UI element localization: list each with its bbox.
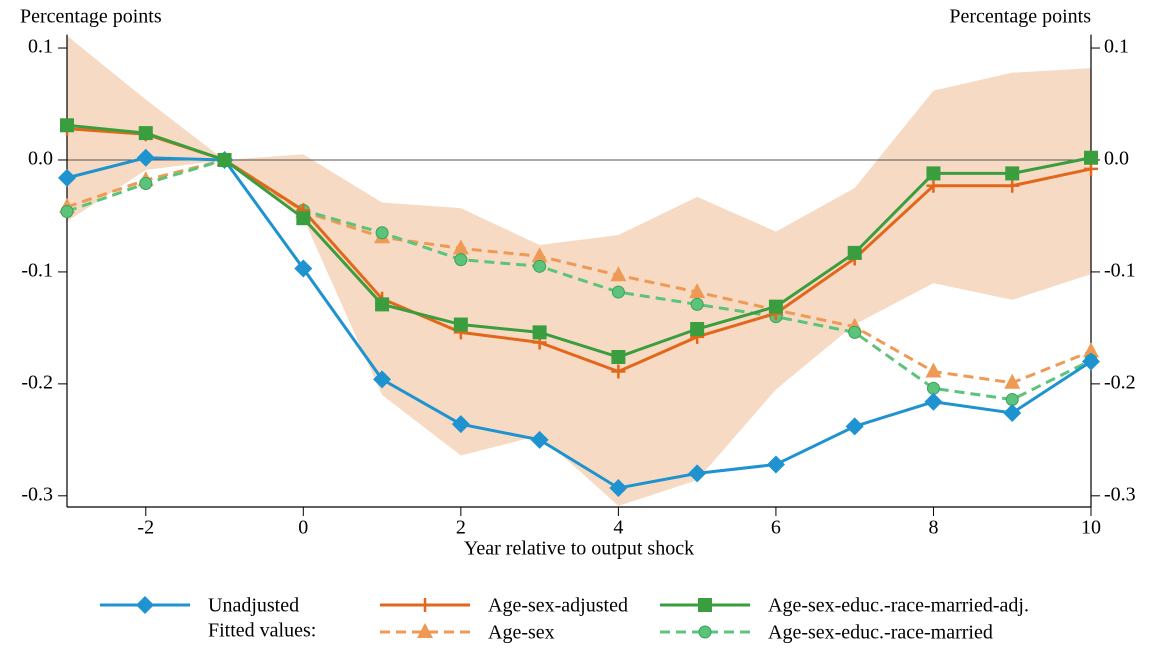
legend-label: Age-sex-adjusted — [488, 595, 628, 617]
legend-marker — [698, 598, 712, 612]
data-point — [375, 297, 390, 312]
data-point — [1005, 393, 1019, 407]
y2-tick-label: -0.1 — [1104, 260, 1136, 282]
data-point — [453, 317, 468, 332]
series-line — [66, 156, 1092, 490]
data-point — [532, 325, 547, 340]
data-point — [454, 253, 468, 267]
y-tick-label: -0.2 — [21, 371, 53, 393]
y2-tick-label: -0.2 — [1104, 371, 1136, 393]
data-point — [689, 283, 706, 299]
data-point — [1082, 352, 1100, 371]
data-point — [451, 415, 470, 434]
data-point — [688, 464, 707, 483]
data-point — [926, 166, 941, 181]
legend-label: Age-sex-educ.-race-married — [768, 622, 993, 644]
x-tick-label: 4 — [613, 517, 623, 539]
x-tick-label: 6 — [771, 517, 781, 539]
y-tick-label: 0.0 — [28, 148, 53, 170]
data-point — [1003, 403, 1022, 422]
data-point — [611, 285, 625, 299]
data-point — [138, 126, 153, 141]
legend-marker — [418, 598, 432, 612]
data-point — [847, 245, 862, 260]
data-point — [60, 118, 74, 133]
y2-tick-label: -0.3 — [1104, 483, 1136, 505]
data-point — [296, 211, 311, 226]
legend-label: Age-sex — [488, 622, 555, 644]
confidence-band — [67, 35, 1091, 506]
data-point — [768, 299, 783, 314]
data-point — [1005, 166, 1020, 181]
y-tick-label: 0.1 — [28, 36, 53, 58]
data-point — [611, 349, 626, 364]
y2-tick-label: 0.0 — [1104, 148, 1129, 170]
data-point — [1084, 150, 1098, 165]
legend-note: Fitted values: — [208, 620, 316, 642]
data-point — [690, 322, 705, 337]
data-point — [610, 266, 627, 282]
y2-axis-label: Percentage points — [949, 6, 1091, 28]
x-tick-label: 8 — [928, 517, 938, 539]
data-point — [766, 455, 785, 474]
data-point — [533, 259, 547, 273]
legend-label: Age-sex-educ.-race-married-adj. — [768, 595, 1029, 617]
data-point — [1004, 373, 1021, 389]
data-point — [1005, 178, 1020, 193]
x-axis-label: Year relative to output shock — [464, 538, 694, 560]
legend-marker — [136, 596, 154, 614]
data-point — [1083, 342, 1099, 358]
data-point — [611, 364, 626, 379]
y-tick-label: -0.1 — [21, 260, 53, 282]
data-point — [848, 325, 862, 339]
x-tick-label: 10 — [1081, 517, 1101, 539]
data-point — [60, 204, 74, 218]
y-axis-label: Percentage points — [20, 6, 162, 28]
data-point — [139, 176, 153, 190]
data-point — [690, 297, 704, 311]
data-point — [58, 168, 76, 187]
data-point — [531, 247, 548, 263]
series-line — [66, 123, 1092, 359]
data-point — [925, 362, 942, 378]
data-point — [926, 381, 940, 395]
data-point — [217, 152, 232, 167]
y-tick-label: -0.3 — [21, 483, 53, 505]
data-point — [924, 392, 943, 411]
data-point — [375, 226, 389, 240]
data-point — [294, 259, 313, 278]
legend-marker — [417, 623, 433, 638]
x-tick-label: 2 — [456, 517, 466, 539]
data-point — [373, 370, 392, 389]
legend-label: Unadjusted — [208, 595, 299, 617]
data-point — [136, 148, 155, 167]
legend-marker — [698, 625, 712, 639]
x-tick-label: -2 — [137, 517, 154, 539]
data-point — [926, 178, 941, 193]
data-point — [530, 430, 549, 449]
data-point — [845, 417, 864, 436]
data-point — [609, 478, 628, 497]
y2-tick-label: 0.1 — [1104, 36, 1129, 58]
x-tick-label: 0 — [298, 517, 308, 539]
data-point — [452, 239, 469, 255]
